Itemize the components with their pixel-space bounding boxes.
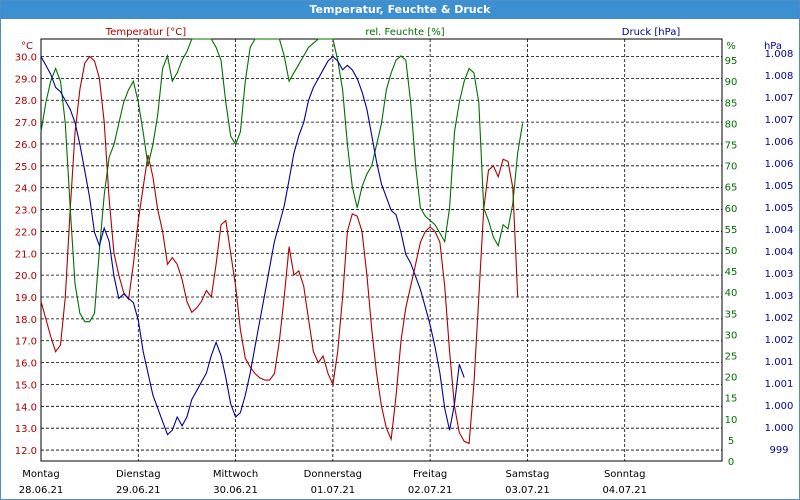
pressure-series-label: Druck [hPa] xyxy=(622,27,681,38)
temperature-tick-label: 21.0 xyxy=(15,249,37,260)
humidity-unit-label: % xyxy=(726,41,736,52)
humidity-tick-label: 10 xyxy=(725,415,738,426)
temperature-tick-label: 26.0 xyxy=(15,140,37,151)
humidity-tick-label: 90 xyxy=(725,77,738,88)
temperature-tick-label: 25.0 xyxy=(15,162,37,173)
temperature-tick-label: 18.0 xyxy=(15,315,37,326)
temperature-tick-label: 12.0 xyxy=(15,446,37,457)
temperature-tick-label: 19.0 xyxy=(15,293,37,304)
humidity-tick-label: 75 xyxy=(725,141,738,152)
humidity-tick-label: 20 xyxy=(725,373,738,384)
series-line-humidity xyxy=(40,38,524,323)
humidity-tick-label: 95 xyxy=(725,56,738,67)
pressure-tick-label: 1.003 xyxy=(765,269,794,280)
pressure-tick-label: 1.003 xyxy=(765,291,794,302)
temperature-tick-label: 27.0 xyxy=(15,118,37,129)
x-day-label: Montag xyxy=(22,469,59,480)
pressure-tick-label: 1.007 xyxy=(765,93,794,104)
temperature-tick-label: 15.0 xyxy=(15,380,37,391)
temperature-tick-label: 14.0 xyxy=(15,402,37,413)
humidity-tick-label: 35 xyxy=(725,309,738,320)
x-date-label: 30.06.21 xyxy=(213,485,258,496)
temperature-tick-label: 16.0 xyxy=(15,359,37,370)
pressure-tick-label: 1.007 xyxy=(765,115,794,126)
pressure-tick-label: 1.005 xyxy=(765,181,794,192)
temperature-tick-label: 30.0 xyxy=(15,52,37,63)
temperature-tick-label: 28.0 xyxy=(15,96,37,107)
series-line-pressure xyxy=(40,55,465,436)
humidity-tick-label: 25 xyxy=(725,352,738,363)
x-day-label: Freitag xyxy=(413,469,447,480)
pressure-tick-label: 1.005 xyxy=(765,203,794,214)
pressure-tick-label: 1.001 xyxy=(765,357,794,368)
x-date-label: 02.07.21 xyxy=(408,485,453,496)
plot-border xyxy=(40,38,723,462)
pressure-tick-label: 1.008 xyxy=(765,49,794,60)
temperature-tick-label: 24.0 xyxy=(15,184,37,195)
humidity-tick-label: 45 xyxy=(725,267,738,278)
humidity-tick-label: 50 xyxy=(725,246,738,257)
humidity-tick-label: 0 xyxy=(728,457,734,468)
x-date-label: 29.06.21 xyxy=(116,485,161,496)
pressure-tick-label: 1.004 xyxy=(765,247,794,258)
temperature-tick-label: 23.0 xyxy=(15,206,37,217)
x-day-label: Donnerstag xyxy=(304,469,362,480)
humidity-tick-label: 85 xyxy=(725,98,738,109)
pressure-tick-label: 1.008 xyxy=(765,71,794,82)
temperature-series-label: Temperatur [°C] xyxy=(105,27,186,38)
window-title: Temperatur, Feuchte & Druck xyxy=(1,1,799,19)
pressure-tick-label: 999 xyxy=(769,445,788,456)
pressure-tick-label: 1.000 xyxy=(765,401,794,412)
x-day-label: Samstag xyxy=(506,469,550,480)
pressure-tick-label: 1.006 xyxy=(765,137,794,148)
temperature-unit-label: °C xyxy=(21,41,33,52)
humidity-tick-label: 80 xyxy=(725,119,738,130)
humidity-series-label: rel. Feuchte [%] xyxy=(365,27,444,38)
pressure-tick-label: 1.001 xyxy=(765,379,794,390)
pressure-tick-label: 1.002 xyxy=(765,313,794,324)
x-day-label: Dienstag xyxy=(116,469,161,480)
temperature-tick-label: 13.0 xyxy=(15,424,37,435)
pressure-tick-label: 1.000 xyxy=(765,423,794,434)
series-line-temperature xyxy=(40,55,519,445)
pressure-tick-label: 1.006 xyxy=(765,159,794,170)
temperature-tick-label: 22.0 xyxy=(15,227,37,238)
pressure-tick-label: 1.004 xyxy=(765,225,794,236)
humidity-tick-label: 40 xyxy=(725,288,738,299)
humidity-tick-label: 55 xyxy=(725,225,738,236)
x-day-label: Mittwoch xyxy=(213,469,258,480)
humidity-tick-label: 70 xyxy=(725,162,738,173)
x-date-label: 28.06.21 xyxy=(19,485,64,496)
pressure-tick-label: 1.002 xyxy=(765,335,794,346)
x-date-label: 03.07.21 xyxy=(505,485,550,496)
temperature-tick-label: 29.0 xyxy=(15,74,37,85)
temperature-tick-label: 17.0 xyxy=(15,337,37,348)
x-day-label: Sonntag xyxy=(604,469,646,480)
temperature-tick-label: 20.0 xyxy=(15,271,37,282)
x-date-label: 01.07.21 xyxy=(311,485,356,496)
humidity-tick-label: 65 xyxy=(725,183,738,194)
humidity-tick-label: 30 xyxy=(725,330,738,341)
x-date-label: 04.07.21 xyxy=(602,485,647,496)
humidity-tick-label: 60 xyxy=(725,204,738,215)
humidity-tick-label: 15 xyxy=(725,394,738,405)
pressure-unit-label: hPa xyxy=(764,41,782,52)
humidity-tick-label: 5 xyxy=(728,436,734,447)
